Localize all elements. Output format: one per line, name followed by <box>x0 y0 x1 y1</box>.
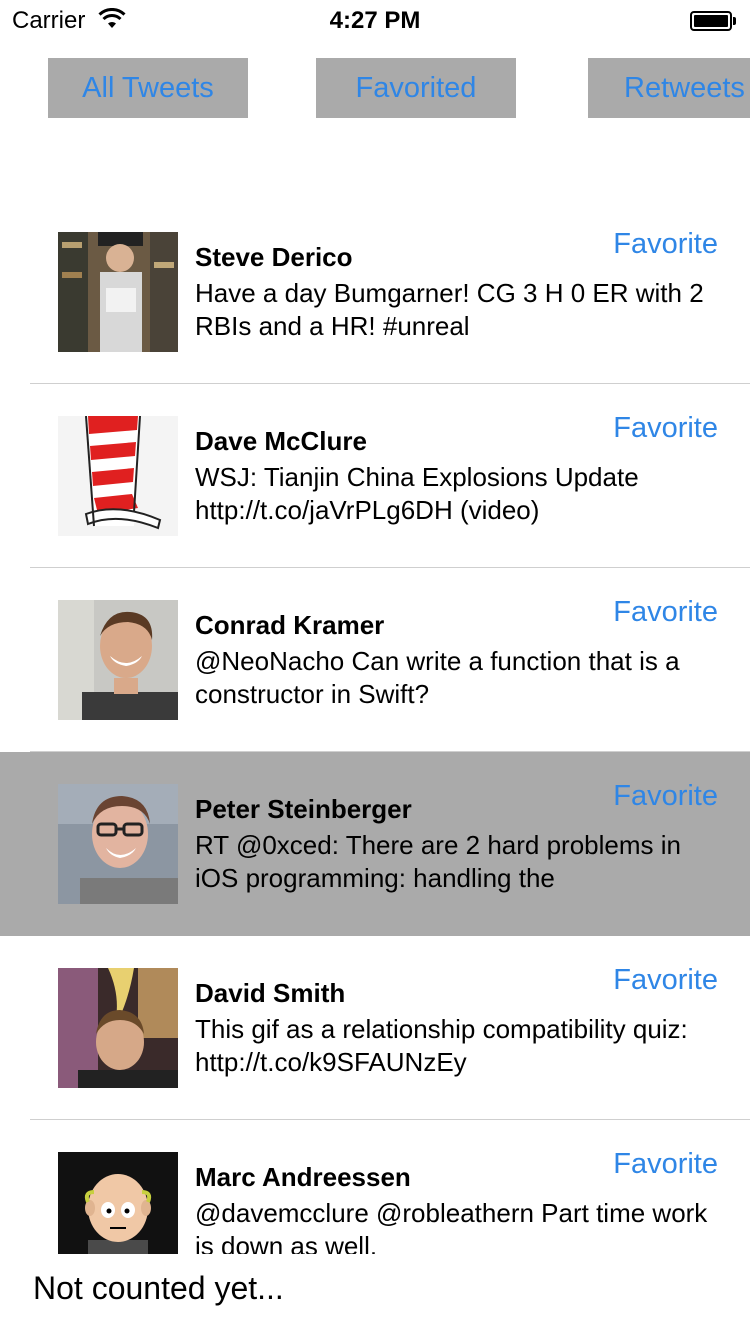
tweet-list[interactable]: Steve Derico Have a day Bumgarner! CG 3 … <box>0 200 750 1254</box>
avatar <box>58 416 178 536</box>
favorite-button[interactable]: Favorite <box>613 596 718 628</box>
favorite-button[interactable]: Favorite <box>613 780 718 812</box>
retweets-button[interactable]: Retweets <box>588 58 750 118</box>
tweet-text: This gif as a relationship compatibility… <box>195 1014 688 1077</box>
status-time: 4:27 PM <box>329 7 421 34</box>
tweet-row-selected[interactable]: Peter Steinberger RT @0xced: There are 2… <box>0 752 750 936</box>
tweet-text: @NeoNacho Can write a function that is a… <box>195 646 680 709</box>
row-separator <box>30 1119 750 1120</box>
wifi-icon <box>98 7 126 30</box>
carrier-label: Carrier <box>12 7 86 34</box>
battery-icon <box>690 11 736 31</box>
avatar <box>58 784 178 904</box>
tweet-author: Marc Andreessen <box>195 1162 411 1192</box>
favorite-button[interactable]: Favorite <box>613 1148 718 1180</box>
avatar <box>58 1152 178 1254</box>
status-bar: Carrier 4:27 PM <box>0 0 750 40</box>
row-separator <box>30 383 750 384</box>
count-status-label: Not counted yet... <box>33 1270 284 1306</box>
favorited-button[interactable]: Favorited <box>316 58 516 118</box>
all-tweets-button[interactable]: All Tweets <box>48 58 248 118</box>
tweet-author: Dave McClure <box>195 426 367 456</box>
avatar <box>58 600 178 720</box>
tweet-text: @davemcclure @robleathern Part time work… <box>195 1198 708 1254</box>
favorite-button[interactable]: Favorite <box>613 228 718 260</box>
tweet-row[interactable]: David Smith This gif as a relationship c… <box>0 936 750 1120</box>
row-separator <box>30 567 750 568</box>
tweet-author: David Smith <box>195 978 346 1008</box>
tweet-row[interactable]: Conrad Kramer @NeoNacho Can write a func… <box>0 568 750 752</box>
tweet-text: Have a day Bumgarner! CG 3 H 0 ER with 2… <box>195 278 704 341</box>
tweet-author: Steve Derico <box>195 242 353 272</box>
tweet-row[interactable]: Steve Derico Have a day Bumgarner! CG 3 … <box>0 200 750 384</box>
row-separator <box>30 751 750 752</box>
tweet-row[interactable]: Marc Andreessen @davemcclure @robleather… <box>0 1120 750 1254</box>
favorite-button[interactable]: Favorite <box>613 964 718 996</box>
tweet-author: Conrad Kramer <box>195 610 385 640</box>
tweet-author: Peter Steinberger <box>195 794 412 824</box>
tweet-row[interactable]: Dave McClure WSJ: Tianjin China Explosio… <box>0 384 750 568</box>
tweet-text: WSJ: Tianjin China Explosions Update htt… <box>195 462 639 525</box>
tweet-text: RT @0xced: There are 2 hard problems in … <box>195 830 681 893</box>
favorite-button[interactable]: Favorite <box>613 412 718 444</box>
avatar <box>58 968 178 1088</box>
avatar <box>58 232 178 352</box>
